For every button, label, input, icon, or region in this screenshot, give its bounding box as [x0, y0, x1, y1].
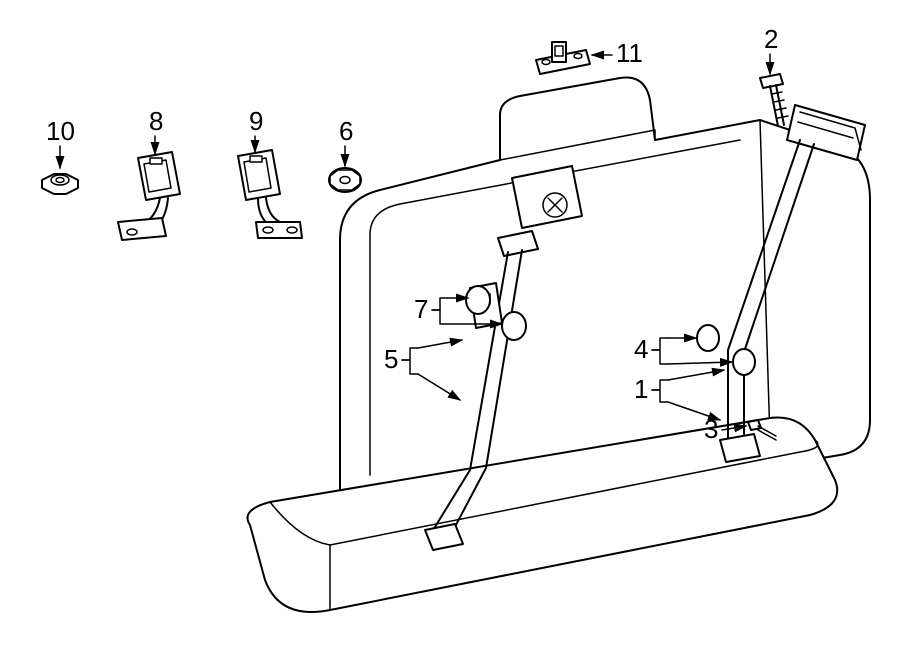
- nut-10: [42, 174, 78, 194]
- label-8: 8: [149, 106, 163, 136]
- label-10: 10: [46, 116, 75, 146]
- label-11: 11: [616, 38, 643, 68]
- seat-assembly: [248, 77, 871, 612]
- stop-button-4a: [697, 325, 719, 351]
- label-6: 6: [339, 116, 353, 146]
- bolt-2: [760, 74, 788, 126]
- label-2: 2: [764, 24, 778, 54]
- anchor-bracket-11: [536, 42, 590, 74]
- label-1: 1: [634, 374, 648, 404]
- stop-button-7a: [466, 286, 490, 314]
- nut-6: [329, 168, 361, 192]
- label-4: 4: [634, 334, 648, 364]
- stop-button-7b: [502, 312, 526, 340]
- stop-button-4b: [733, 349, 755, 375]
- buckle-9: [238, 150, 302, 238]
- label-9: 9: [249, 106, 263, 136]
- label-7: 7: [414, 294, 428, 324]
- label-5: 5: [384, 344, 398, 374]
- label-3: 3: [704, 414, 718, 444]
- buckle-8: [118, 152, 180, 240]
